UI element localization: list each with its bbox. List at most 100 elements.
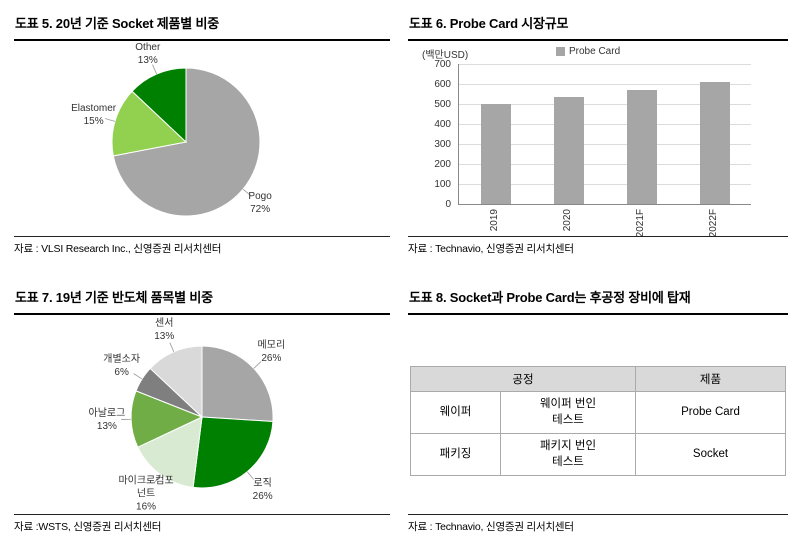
y-axis-tick-label: 0 xyxy=(445,199,451,210)
gridline xyxy=(459,124,751,125)
pie-slice-label: Pogo 72% xyxy=(248,190,271,216)
pie-slice-label-percent: 13% xyxy=(137,54,158,66)
table-row-packaging: 패키징 패키지 번인 테스트 Socket xyxy=(410,433,786,476)
pie-slice-label-name: 로직 xyxy=(253,478,272,490)
figure-7-title: 도표 7. 19년 기준 반도체 품목별 비중 xyxy=(14,284,390,315)
pie-slice-label-name: 마이크로컴포넌트 xyxy=(118,475,174,500)
bar-plot-area: 0 100 200 300 400 500 600 700 2019 2020 2021F 2022F xyxy=(434,59,751,237)
figure-5-title: 도표 5. 20년 기준 Socket 제품별 비중 xyxy=(14,10,390,41)
figure-8-title: 도표 8. Socket과 Probe Card는 후공정 장비에 탑재 xyxy=(408,284,788,315)
table-header-row: 공정 제품 xyxy=(410,366,786,392)
product-cell: Probe Card xyxy=(635,391,786,434)
pie-slice-label: 아날로그 13% xyxy=(89,407,126,433)
gridline xyxy=(459,164,751,165)
pie-slice-label: 마이크로컴포넌트 16% xyxy=(114,474,178,513)
pie-slice xyxy=(149,345,203,419)
y-axis-unit-label: (백만USD) xyxy=(422,50,469,61)
pie-leader-line xyxy=(253,361,262,369)
chart-meta-row: (백만USD) Probe Card xyxy=(408,46,788,62)
socket-share-pie-svg xyxy=(104,64,261,217)
pie-leader-line xyxy=(242,188,252,197)
chart-legend: Probe Card xyxy=(556,46,620,57)
y-axis-tick-label: 300 xyxy=(434,139,451,150)
pie-leader-line xyxy=(154,474,161,483)
pie-slice-label: 메모리 26% xyxy=(258,339,286,365)
stage-cell: 웨이퍼 xyxy=(410,391,501,434)
x-axis-tick-label: 2020 xyxy=(561,209,573,232)
x-axis-tick-label: 2021F xyxy=(634,209,646,238)
figure-6-title: 도표 6. Probe Card 시장규모 xyxy=(408,10,788,41)
pie-slice xyxy=(201,345,274,423)
pie-slice-label-percent: 16% xyxy=(136,501,157,513)
socket-share-pie-chart: Pogo 72% Elastomer 15% Other 13% xyxy=(14,36,390,228)
gridline xyxy=(459,144,751,145)
bar xyxy=(699,82,730,204)
figure-5-panel: 도표 5. 20년 기준 Socket 제품별 비중 Pogo 72% Elasto… xyxy=(14,10,390,256)
semiconductor-mix-pie-svg xyxy=(121,342,274,489)
pie-leader-line xyxy=(152,64,157,75)
pie-slice-label-percent: 26% xyxy=(252,491,273,503)
pie-slice xyxy=(192,416,274,489)
product-header-cell: 제품 xyxy=(635,366,786,392)
stage-cell: 패키징 xyxy=(410,433,501,476)
gridline xyxy=(459,184,751,185)
figure-6-panel: 도표 6. Probe Card 시장규모 (백만USD) Probe Card… xyxy=(408,10,788,256)
pie-slice-label-name: Pogo xyxy=(248,191,272,203)
bar xyxy=(626,90,657,204)
product-cell: Socket xyxy=(635,433,786,476)
semiconductor-mix-pie-chart: 메모리 26% 로직 26% 마이크로컴포넌트 16% 아날로그 13% 개별소자 6% 센서 13% xyxy=(14,310,390,513)
pie-slice-label-percent: 6% xyxy=(114,367,129,379)
pie-slice-label-name: 메모리 xyxy=(257,339,286,351)
pie-slice-label: Elastomer 15% xyxy=(71,102,116,128)
pie-slice-label-percent: 15% xyxy=(83,116,104,128)
pie-slice xyxy=(137,416,203,488)
pie-slice-label: 센서 13% xyxy=(154,317,174,343)
figure-5-source: 자료 : VLSI Research Inc., 신영증권 리서치센터 xyxy=(14,236,390,256)
figure-8-panel: 도표 8. Socket과 Probe Card는 후공정 장비에 탑재 공정 … xyxy=(408,284,788,534)
gridline xyxy=(459,84,751,85)
pie-slice-label-name: Other xyxy=(135,41,161,53)
x-axis-tick-label: 2019 xyxy=(488,209,500,232)
pie-slice xyxy=(130,390,204,448)
bar xyxy=(480,104,511,204)
pie-slice xyxy=(131,67,187,144)
pie-slice-label: 개별소자 6% xyxy=(103,353,140,379)
y-axis-tick-label: 400 xyxy=(434,119,451,130)
x-axis-tick-label: 2022F xyxy=(707,209,719,238)
table-row-wafer: 웨이퍼 웨이퍼 번인 테스트 Probe Card xyxy=(410,391,786,434)
pie-leader-line xyxy=(133,373,143,380)
pie-slice-label-percent: 13% xyxy=(96,420,117,432)
pie-leader-line xyxy=(104,118,116,122)
y-axis-tick-label: 600 xyxy=(434,79,451,90)
figure-6-source: 자료 : Technavio, 신영증권 리서치센터 xyxy=(408,236,788,256)
figure-8-source: 자료 : Technavio, 신영증권 리서치센터 xyxy=(408,514,788,534)
pie-slice-label: 로직 26% xyxy=(253,477,273,503)
process-product-table: 공정 제품 웨이퍼 웨이퍼 번인 테스트 Probe Card 패키징 패키지 … xyxy=(410,366,786,476)
legend-swatch-icon xyxy=(556,47,565,56)
bar xyxy=(553,97,584,204)
y-axis-tick-label: 200 xyxy=(434,159,451,170)
probe-card-bar-chart: (백만USD) Probe Card 0 100 200 300 400 500 600 70… xyxy=(408,36,788,237)
pie-slice-label-name: 개별소자 xyxy=(103,354,141,366)
gridline xyxy=(459,104,751,105)
pie-slice-label-name: 아날로그 xyxy=(88,407,126,419)
pie-leader-line xyxy=(169,342,175,352)
pie-slice-label-percent: 26% xyxy=(261,352,282,364)
y-axis-tick-label: 700 xyxy=(434,59,451,70)
y-axis-tick-label: 100 xyxy=(434,179,451,190)
gridline xyxy=(459,64,751,65)
pie-slice-label: Other 13% xyxy=(135,41,160,67)
process-product-table-wrap: 공정 제품 웨이퍼 웨이퍼 번인 테스트 Probe Card 패키징 패키지 … xyxy=(410,366,786,476)
pie-slice-label-name: Elastomer xyxy=(71,103,117,115)
process-cell: 패키지 번인 테스트 xyxy=(500,433,636,476)
pie-slice-label-name: 센서 xyxy=(154,317,174,329)
process-cell: 웨이퍼 번인 테스트 xyxy=(500,391,636,434)
pie-slice-label-percent: 13% xyxy=(154,330,175,342)
pie-leader-line xyxy=(246,471,254,480)
figure-7-panel: 도표 7. 19년 기준 반도체 품목별 비중 메모리 26% 로직 26% 마이크로컴… xyxy=(14,284,390,534)
figure-7-source: 자료 :WSTS, 신영증권 리서치센터 xyxy=(14,514,390,534)
pie-slice-label-percent: 72% xyxy=(250,204,271,216)
process-header-cell: 공정 xyxy=(410,366,636,392)
y-axis-tick-label: 500 xyxy=(434,99,451,110)
